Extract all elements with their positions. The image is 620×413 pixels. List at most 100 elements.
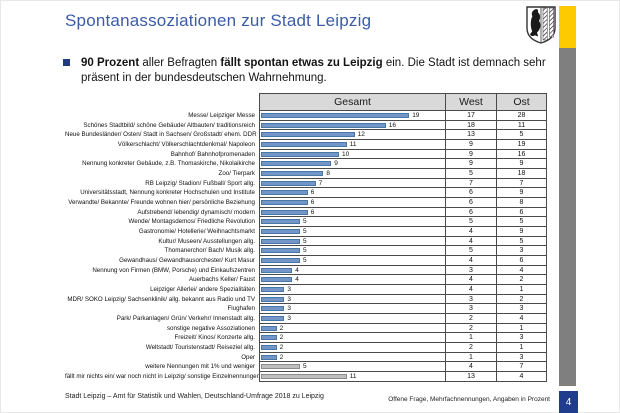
row-label: Gastronomie/ Hotellerie/ Weihnachtsmarkt	[138, 228, 255, 236]
bar-blue	[261, 141, 347, 147]
row-label: Leipziger Allerlei/ andere Spezialitäten	[150, 286, 255, 294]
accent-bar-gray	[559, 48, 576, 386]
bullet-text-bold: 90 Prozent	[81, 57, 140, 69]
table-row: Park/ Parkanlagen/ Grün/ Verkehr/ Innens…	[65, 314, 547, 324]
table-row: Gewandhaus/ Gewandhausorchester/ Kurt Ma…	[65, 256, 547, 266]
row-label: Park/ Parkanlagen/ Grün/ Verkehr/ Innens…	[116, 315, 255, 323]
table-row: Auerbachs Keller/ Faust 4 4 2	[65, 275, 547, 286]
row-label: Auerbachs Keller/ Faust	[188, 276, 255, 284]
gesamt-value: 6	[310, 198, 315, 206]
gesamt-value: 5	[303, 256, 307, 264]
row-label: Völkerschlacht/ Völkerschlachtdenkmal/ N…	[117, 141, 255, 149]
ost-value: 3	[496, 246, 547, 257]
table-row: Nennung von Firmen (BMW, Porsche) und Ei…	[65, 265, 547, 276]
page-number-badge: 4	[559, 391, 578, 413]
row-label: Zoo/ Tierpark	[218, 170, 255, 178]
row-label: Universitätsstadt, Nennung konkreter Hoc…	[80, 189, 255, 197]
west-value: 2	[445, 314, 496, 324]
ost-value: 19	[496, 140, 547, 150]
row-label: MDR/ SOKO Leipzig/ Sachsenklinik/ allg. …	[67, 295, 255, 303]
row-label: Kultur/ Museen/ Ausstellungen allg.	[158, 237, 255, 245]
footer-note: Offene Frage, Mehrfachnennungen, Angaben…	[388, 396, 550, 403]
gesamt-bar-cell: 4	[259, 275, 445, 286]
gesamt-bar-cell: 5	[259, 362, 445, 373]
gesamt-bar-cell: 10	[259, 149, 445, 160]
bar-gray	[261, 373, 347, 379]
ost-value: 5	[496, 236, 547, 247]
gesamt-value: 5	[303, 363, 307, 371]
row-label: Neue Bundesländer/ Osten/ Stadt in Sachs…	[65, 131, 257, 139]
table-row: Zoo/ Tierpark 8 5 18	[65, 169, 547, 179]
gesamt-bar-cell: 4	[259, 265, 445, 276]
gesamt-value: 4	[295, 266, 299, 274]
bar-blue	[261, 325, 277, 331]
bar-blue	[261, 228, 300, 234]
row-label: Oper	[241, 353, 255, 361]
accent-bar-yellow	[559, 6, 576, 48]
gesamt-bar-cell: 7	[259, 178, 445, 189]
gesamt-value: 7	[318, 179, 323, 187]
west-value: 3	[445, 265, 496, 276]
gesamt-bar-cell: 6	[259, 188, 445, 199]
page-title: Spontanassoziationen zur Stadt Leipzig	[65, 11, 372, 30]
table-row: Bahnhof/ Bahnhofpromenaden 10 9 16	[65, 149, 547, 160]
bullet-text-regular: aller Befragten	[139, 57, 221, 69]
west-value: 3	[445, 294, 496, 305]
gesamt-value: 2	[279, 343, 284, 351]
west-value: 5	[445, 246, 496, 257]
bar-blue	[261, 112, 410, 118]
ost-value: 4	[496, 265, 547, 276]
bar-blue	[261, 277, 293, 283]
west-value: 9	[445, 149, 496, 160]
west-value: 4	[445, 275, 496, 286]
gesamt-value: 3	[287, 285, 292, 293]
table-row: weitere Nennungen mit 1% und weniger 5 4 7	[65, 362, 547, 373]
ost-value: 9	[496, 227, 547, 237]
table-row: Wende/ Montagsdemos/ Friedliche Revoluti…	[65, 217, 547, 228]
table-row: Oper 2 1 3	[65, 352, 547, 363]
table-row: Kultur/ Museen/ Ausstellungen allg. 5 4 5	[65, 236, 547, 247]
ost-value: 6	[496, 207, 547, 218]
gesamt-value: 10	[342, 150, 350, 158]
table-row: Freizeit/ Kinos/ Konzerte allg. 2 1 3	[65, 333, 547, 344]
table-row: Neue Bundesländer/ Osten/ Stadt in Sachs…	[65, 130, 547, 141]
row-label: Gewandhaus/ Gewandhausorchester/ Kurt Ma…	[119, 257, 255, 265]
gesamt-bar-cell: 16	[259, 120, 445, 131]
leipzig-coat-of-arms-icon	[526, 6, 556, 49]
bar-blue	[261, 132, 355, 138]
gesamt-bar-cell: 3	[259, 304, 445, 315]
bar-blue	[261, 354, 277, 360]
gesamt-bar-cell: 2	[259, 333, 445, 344]
gesamt-bar-cell: 3	[259, 314, 445, 324]
table-row: sonstige negative Assoziationen 2 2 1	[65, 323, 547, 334]
bar-blue	[261, 122, 386, 128]
bar-blue	[261, 306, 285, 312]
row-label: Nennung konkreter Gebäude, z.B. Thomaski…	[82, 160, 255, 168]
west-value: 1	[445, 333, 496, 344]
west-value: 1	[445, 352, 496, 363]
west-value: 4	[445, 362, 496, 373]
ost-value: 4	[496, 314, 547, 324]
ost-value: 7	[496, 178, 547, 189]
gesamt-value: 3	[287, 305, 292, 313]
gesamt-bar-cell: 2	[259, 352, 445, 363]
ost-value: 1	[496, 285, 547, 295]
table-row: Verwandte/ Bekannte/ Freunde wohnen hier…	[65, 198, 547, 208]
ost-value: 2	[496, 275, 547, 286]
gesamt-value: 2	[279, 334, 284, 342]
gesamt-value: 2	[279, 324, 284, 332]
gesamt-value: 2	[279, 353, 284, 361]
west-value: 6	[445, 188, 496, 199]
west-value: 4	[445, 256, 496, 266]
gesamt-bar-cell: 8	[259, 169, 445, 179]
gesamt-bar-cell: 5	[259, 236, 445, 247]
west-value: 18	[445, 120, 496, 131]
west-value: 4	[445, 227, 496, 237]
bar-blue	[261, 180, 316, 186]
west-value: 9	[445, 159, 496, 170]
gesamt-value: 19	[412, 111, 420, 119]
row-label: Flughafen	[227, 305, 255, 313]
gesamt-bar-cell: 5	[259, 246, 445, 257]
table-row: Thomanerchor/ Bach/ Musik allg. 5 5 3	[65, 246, 547, 257]
row-label: Weltstadt/ Touristenstadt/ Reiseziel all…	[145, 344, 255, 352]
